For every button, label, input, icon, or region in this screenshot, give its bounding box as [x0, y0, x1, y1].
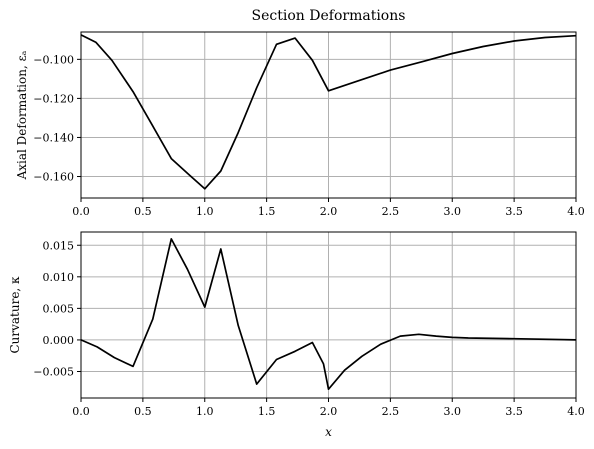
axial-xtick-label-7: 3.5	[505, 205, 523, 218]
curvature-ytick-label-3: 0.010	[43, 271, 75, 284]
curvature-xtick-label-2: 1.0	[196, 405, 214, 418]
curvature-series-line	[80, 238, 577, 391]
axial-chart-title: Section Deformations	[252, 8, 406, 24]
curvature-xtick-label-3: 1.5	[258, 405, 276, 418]
axial-xtick-label-0: 0.0	[72, 205, 90, 218]
axial-ytick-label-0: −0.160	[33, 171, 74, 184]
curvature-ytick-label-1: 0.000	[43, 334, 75, 347]
axial-xtick-label-3: 1.5	[258, 205, 276, 218]
axial-ytick-label-3: −0.100	[33, 53, 74, 66]
curvature-ytick-label-2: 0.005	[43, 302, 75, 315]
curvature-xtick-label-8: 4.0	[567, 405, 585, 418]
axial-xtick-label-4: 2.0	[320, 205, 338, 218]
curvature-ytick-label-4: 0.015	[43, 239, 75, 252]
curvature-xtick-label-0: 0.0	[72, 405, 90, 418]
axial-xtick-label-6: 3.0	[444, 205, 462, 218]
curvature-x-axis-label: x	[325, 425, 332, 439]
curvature-panel: 0.0 0.5 1.0 1.5 2.0 2.5 3.0 3.5 4.0 −0.005 0.000 0.…	[8, 231, 585, 439]
curvature-y-axis-label: Curvature, κ	[8, 276, 22, 354]
axial-ytick-label-2: −0.120	[33, 92, 74, 105]
axial-xtick-label-2: 1.0	[196, 205, 214, 218]
curvature-xtick-label-5: 2.5	[382, 405, 400, 418]
axial-xtick-label-8: 4.0	[567, 205, 585, 218]
curvature-xtick-label-7: 3.5	[505, 405, 523, 418]
axial-series-line	[80, 34, 577, 190]
curvature-xtick-label-4: 2.0	[320, 405, 338, 418]
axial-deformation-panel: 0.0 0.5 1.0 1.5 2.0 2.5 3.0 3.5 4.0 −0.160 −0.140 −…	[15, 8, 585, 218]
curvature-ytick-label-0: −0.005	[33, 365, 74, 378]
axial-ytick-label-1: −0.140	[33, 131, 74, 144]
curvature-xtick-label-1: 0.5	[134, 405, 152, 418]
axial-y-axis-label: Axial Deformation, εₐ	[15, 50, 29, 180]
axial-xtick-label-1: 0.5	[134, 205, 152, 218]
axial-xtick-label-5: 2.5	[382, 205, 400, 218]
curvature-xtick-label-6: 3.0	[444, 405, 462, 418]
